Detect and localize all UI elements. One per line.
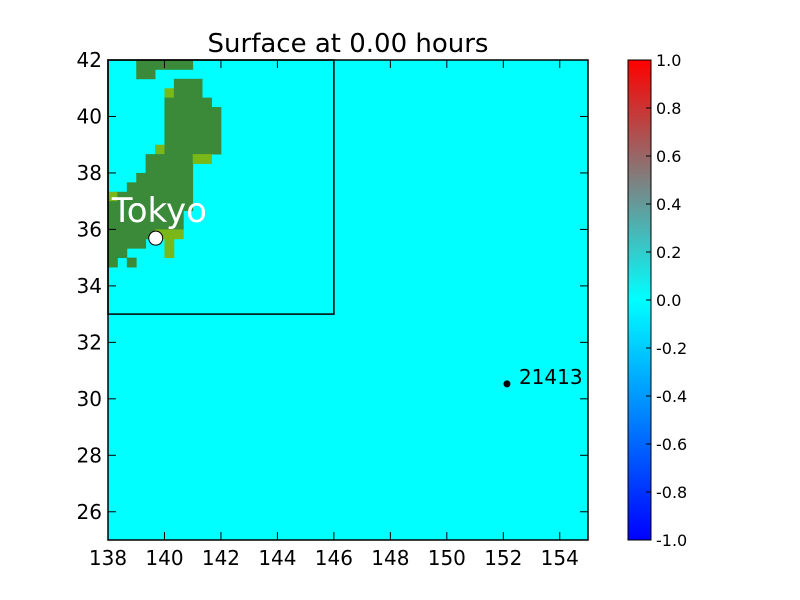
x-tick-label: 142 [202, 546, 240, 570]
land-cell [136, 69, 156, 80]
land-cell [108, 229, 156, 240]
marker-21413 [503, 380, 511, 388]
colorbar-tick-label: 0.4 [656, 195, 681, 214]
x-axis-ticks: 138 140 142 144 146 148 150 152 154 [89, 60, 579, 570]
land-cell [164, 125, 222, 136]
land-cell [117, 191, 194, 202]
x-tick-label: 148 [371, 546, 409, 570]
land-cell [126, 182, 194, 193]
land-cell [192, 154, 212, 164]
land-cell [164, 238, 175, 249]
y-tick-label: 40 [77, 104, 102, 128]
y-tick-label: 34 [77, 274, 102, 298]
land-cell [108, 210, 184, 221]
land-cell [164, 248, 175, 259]
marker-label-21413: 21413 [519, 365, 583, 389]
colorbar-tick-label: 1.0 [656, 51, 681, 70]
land-cell [155, 144, 165, 155]
land-cell [173, 78, 203, 89]
land-cell [108, 238, 147, 249]
colorbar-tick-label: -0.8 [656, 483, 687, 502]
land-cell [126, 257, 137, 268]
land-cell [164, 88, 175, 99]
x-tick-label: 146 [315, 546, 353, 570]
land-cell [164, 107, 222, 117]
y-tick-label: 38 [77, 161, 102, 185]
y-tick-label: 28 [77, 443, 102, 467]
x-tick-label: 140 [145, 546, 183, 570]
colorbar: -1.0 -0.8 -0.6 -0.4 -0.2 0.0 0.2 0.4 0.6 0.8 1.0 [627, 51, 687, 550]
land-cell [136, 172, 194, 183]
colorbar-tick-label: -0.4 [656, 387, 687, 406]
land-cell [164, 97, 212, 108]
markers: Tokyo 21413 [111, 191, 583, 389]
y-axis-ticks: 26 28 30 32 34 36 38 40 42 [77, 48, 588, 524]
land-cell [173, 88, 203, 99]
marker-tokyo [148, 230, 164, 246]
land-cells [108, 60, 222, 268]
land-cell [145, 163, 194, 174]
land-cell [108, 257, 118, 268]
land-cell [108, 191, 118, 202]
plot-frame [107, 59, 589, 541]
colorbar-tick-label: -1.0 [656, 531, 687, 550]
colorbar-tick-label: 0.2 [656, 243, 681, 262]
colorbar-tick-label: 0.6 [656, 147, 681, 166]
x-tick-label: 154 [541, 546, 579, 570]
land-cell [164, 144, 222, 155]
y-tick-label: 32 [77, 330, 102, 354]
plot-area: Tokyo 21413 [107, 59, 589, 541]
colorbar-tick-label: -0.2 [656, 339, 687, 358]
colorbar-tick-label: 0.0 [656, 291, 681, 310]
land-cell [108, 248, 128, 259]
colorbar-tick-label: -0.6 [656, 435, 687, 454]
land-cell [108, 220, 184, 230]
land-cell [108, 201, 194, 211]
colorbar-tick-label: 0.8 [656, 99, 681, 118]
y-tick-label: 30 [77, 387, 102, 411]
x-tick-label: 138 [89, 546, 127, 570]
x-tick-label: 152 [484, 546, 522, 570]
y-tick-label: 26 [77, 500, 102, 524]
chart-title: Surface at 0.00 hours [208, 29, 489, 59]
marker-label-tokyo: Tokyo [111, 191, 207, 231]
y-tick-label: 36 [77, 217, 102, 241]
x-tick-label: 150 [428, 546, 466, 570]
land-cell [155, 229, 184, 240]
land-cell [164, 135, 222, 146]
land-cell [164, 116, 222, 127]
y-tick-label: 42 [77, 48, 102, 72]
x-tick-label: 144 [258, 546, 296, 570]
colorbar-ticks: -1.0 -0.8 -0.6 -0.4 -0.2 0.0 0.2 0.4 0.6 0.8 1.0 [646, 51, 687, 550]
land-cell [145, 154, 194, 164]
